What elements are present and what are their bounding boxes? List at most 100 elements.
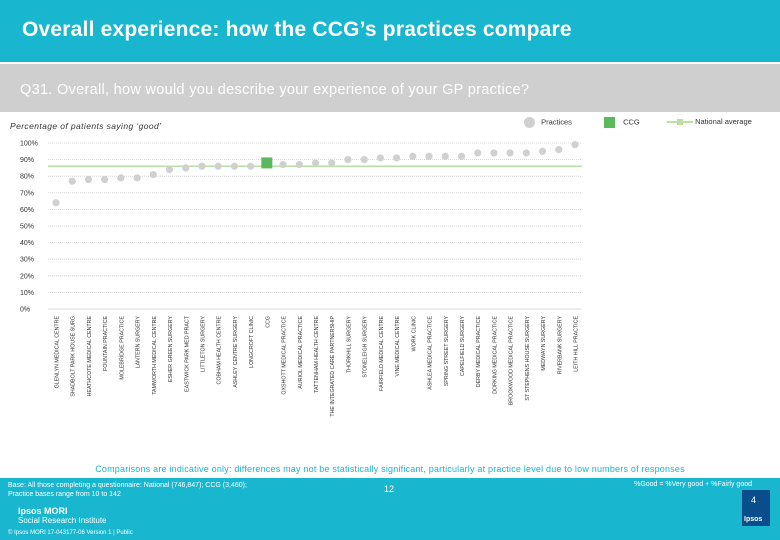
category-label: AURIOL MEDICAL PRACTICE xyxy=(298,316,304,389)
category-label: FAIRFIELD MEDICAL CENTRE xyxy=(379,316,385,391)
y-tick-label: 30% xyxy=(20,257,34,264)
category-label: CCG xyxy=(265,316,271,328)
practice-point xyxy=(392,154,401,162)
category-label: CAPELFIELD SURGERY xyxy=(460,316,466,376)
category-label: LITTLETON SURGERY xyxy=(200,316,206,372)
category-label: MOLEBRIDGE PRACTICE xyxy=(119,316,125,380)
practice-point xyxy=(571,141,579,149)
category-label: MEDWAYN SURGERY xyxy=(541,316,547,371)
legend-ccg: CCG xyxy=(604,117,640,128)
legend-national: National average xyxy=(667,117,752,127)
good-formula: %Good = %Very good + %Fairly good xyxy=(634,481,752,488)
category-label: FOUNTAIN PRACTICE xyxy=(103,316,109,371)
practice-point xyxy=(522,149,530,157)
practice-point xyxy=(101,175,109,184)
practice-point xyxy=(360,156,368,164)
category-label: THORKHILL SURGERY xyxy=(346,316,352,374)
base-note: Base: All those completing a questionnai… xyxy=(8,481,247,499)
practice-point xyxy=(68,177,76,185)
practice-point xyxy=(344,156,352,164)
page-title: Overall experience: how the CCG’s practi… xyxy=(22,18,572,41)
y-tick-label: 90% xyxy=(20,157,34,164)
category-label: EASTWICK PARK MED PRACT xyxy=(184,315,190,392)
practice-point xyxy=(409,152,417,160)
legend-national-marker xyxy=(667,119,693,126)
brand-line-1: Ipsos MORI xyxy=(18,506,68,516)
legend-practices-label: Practices xyxy=(541,117,572,127)
practice-point xyxy=(311,159,320,167)
footer-bar: Base: All those completing a questionnai… xyxy=(0,478,780,540)
y-tick-label: 100% xyxy=(20,141,38,148)
category-label: ASHLEY CENTRE SURGERY xyxy=(233,316,239,388)
legend-national-label: National average xyxy=(695,117,752,126)
category-label: ESHER GREEN SURGERY xyxy=(168,316,174,383)
practice-point xyxy=(165,165,174,174)
category-label: LEITH HILL PRACTICE xyxy=(574,316,580,372)
y-tick-label: 20% xyxy=(20,273,34,280)
category-label: ASHLEA MEDICAL PRACTICE xyxy=(428,316,434,390)
practice-point xyxy=(214,162,222,170)
brand-text: Ipsos MORI Social Research Institute xyxy=(18,506,107,526)
practice-point xyxy=(230,162,239,170)
practice-point xyxy=(84,175,93,184)
y-tick-label: 70% xyxy=(20,190,34,197)
practice-point xyxy=(133,174,141,182)
legend-ccg-marker xyxy=(604,117,615,128)
ipsos-logo: 4 Ipsos xyxy=(742,490,770,526)
y-tick-label: 0% xyxy=(20,307,30,314)
category-label: RIVERBANK SURGERY xyxy=(557,316,563,375)
category-label: HEATHCOTE MEDICAL CENTRE xyxy=(87,316,93,397)
practice-point xyxy=(328,159,336,167)
ccg-point xyxy=(261,157,273,169)
chart: 0% 10% 20% 30% 40% 50% 60% 70% 80% 90% 100% GLENLYN… xyxy=(20,141,582,417)
practice-point xyxy=(555,146,563,154)
category-label: BROOKWOOD MEDICAL PRACTICE xyxy=(509,316,515,406)
practice-point xyxy=(182,164,190,172)
category-label: STONELEIGH SURGERY xyxy=(363,316,369,378)
y-tick-label: 50% xyxy=(20,224,34,231)
practice-point xyxy=(457,152,466,160)
category-label: TATTENHAM HEALTH CENTRE xyxy=(314,316,320,393)
question-bar: Q31. Overall, how would you describe you… xyxy=(0,64,780,112)
category-label: SPRING STREET SURGERY xyxy=(444,316,450,387)
y-tick-label: 10% xyxy=(20,290,34,297)
practice-point xyxy=(52,199,60,207)
category-label: VINE MEDICAL CENTRE xyxy=(395,316,401,377)
legend-ccg-label: CCG xyxy=(623,117,640,127)
y-tick-label: 80% xyxy=(20,174,34,181)
logo-mark: 4 xyxy=(751,495,757,505)
base-line-2: Practice bases range from 10 to 142 xyxy=(8,491,121,498)
category-label: COBHAM HEALTH CENTRE xyxy=(217,316,223,385)
category-label: LANTERN SURGERY xyxy=(136,316,142,369)
practice-point xyxy=(490,149,498,157)
y-tick-label: 40% xyxy=(20,240,34,247)
legend-practices-marker xyxy=(524,117,535,128)
question-text: Q31. Overall, how would you describe you… xyxy=(20,82,530,98)
footer-note: Comparisons are indicative only: differe… xyxy=(95,464,685,474)
category-label: DERBY MEDICAL PRACTICE xyxy=(476,316,482,388)
base-line-1: Base: All those completing a questionnai… xyxy=(8,482,247,489)
practice-point xyxy=(198,162,206,170)
practice-point xyxy=(506,149,514,157)
category-label: THE INTEGRATED CARE PARTNERSHIP xyxy=(330,316,336,417)
copyright: © Ipsos MORI 17-043177-06 Version 1 | Pu… xyxy=(8,530,133,536)
page-number: 12 xyxy=(384,484,395,494)
logo-text: Ipsos xyxy=(744,516,763,523)
practice-point xyxy=(295,160,303,169)
legend-practices: Practices xyxy=(524,117,572,128)
practice-point xyxy=(376,154,384,162)
chart-title: Percentage of patients saying ‘good’ xyxy=(10,121,162,131)
category-label: TAMWORTH MEDICAL CENTRE xyxy=(152,316,158,395)
category-label: ST STEPHENS HOUSE SURGERY xyxy=(525,316,531,401)
practice-point xyxy=(149,170,157,179)
practice-point xyxy=(441,152,449,160)
category-label: OXSHOTT MEDICAL PRACTICE xyxy=(282,316,288,395)
practice-point xyxy=(474,149,482,157)
category-label: WORK CLINIC xyxy=(411,316,417,351)
category-label: DORKING MEDICAL PRACTICE xyxy=(492,316,498,394)
category-label: SHADBOLT PARK HOUSE SURG xyxy=(71,316,77,397)
practice-point xyxy=(425,152,433,160)
brand-line-2: Social Research Institute xyxy=(18,516,107,525)
practice-point xyxy=(117,174,125,182)
practice-point xyxy=(538,147,547,155)
